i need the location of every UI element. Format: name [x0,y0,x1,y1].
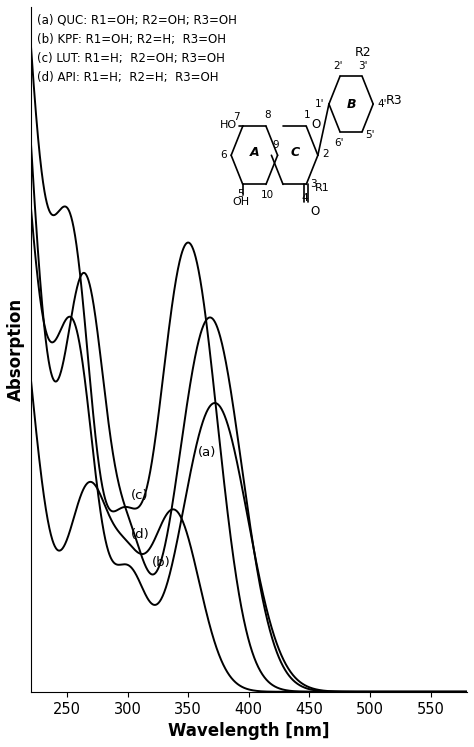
Text: 4: 4 [302,193,309,203]
Text: 6: 6 [220,150,227,161]
Text: 5': 5' [365,130,375,140]
Text: A: A [250,146,259,158]
Text: 10: 10 [261,190,273,200]
Text: O: O [310,205,320,218]
Text: 6': 6' [334,137,344,148]
Text: 1: 1 [304,110,310,120]
X-axis label: Wavelength [nm]: Wavelength [nm] [168,722,329,740]
Text: (a): (a) [198,446,216,459]
Text: B: B [346,98,356,111]
Text: (a) QUC: R1=OH; R2=OH; R3=OH
(b) KPF: R1=OH; R2=H;  R3=OH
(c) LUT: R1=H;  R2=OH;: (a) QUC: R1=OH; R2=OH; R3=OH (b) KPF: R1… [37,13,237,84]
Text: (c): (c) [131,489,149,503]
Text: 2: 2 [322,149,328,158]
Text: 3: 3 [310,179,317,190]
Text: (d): (d) [131,527,150,541]
Text: HO: HO [220,120,237,129]
Text: (b): (b) [152,556,171,568]
Text: 2': 2' [333,61,343,70]
Text: R1: R1 [315,183,329,193]
Text: R2: R2 [355,46,372,59]
Text: 4': 4' [377,99,387,109]
Y-axis label: Absorption: Absorption [7,298,25,401]
Text: O: O [312,118,321,131]
Text: 1': 1' [315,99,325,109]
Text: 7: 7 [233,112,239,123]
Text: 3': 3' [358,61,368,70]
Text: C: C [290,146,299,158]
Text: R3: R3 [385,94,402,108]
Text: OH: OH [232,196,249,207]
Text: 9: 9 [272,140,279,149]
Text: 8: 8 [264,111,270,120]
Text: 5: 5 [237,189,244,199]
